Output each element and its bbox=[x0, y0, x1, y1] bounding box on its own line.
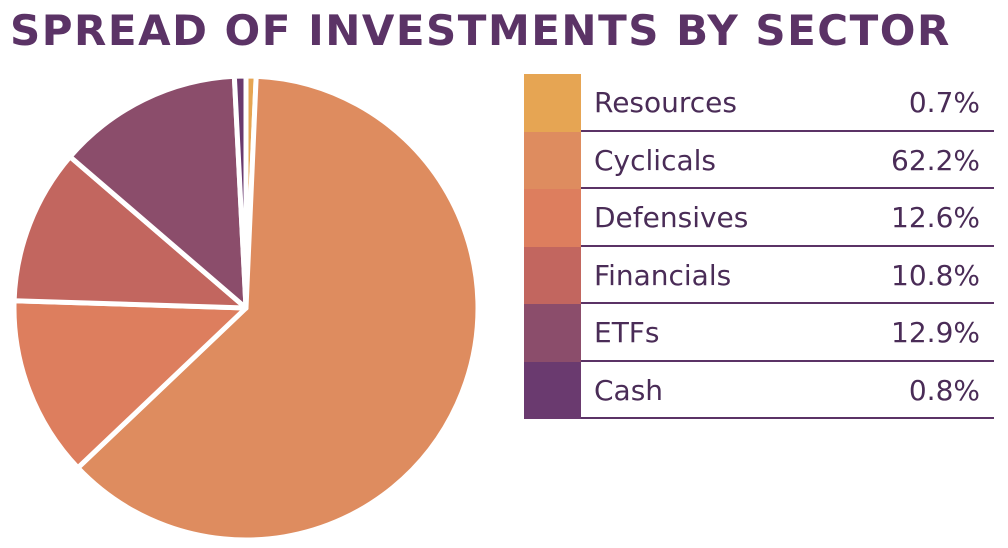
legend-divider bbox=[581, 302, 994, 304]
legend-swatch-financials bbox=[524, 246, 581, 304]
legend-swatch-defensives bbox=[524, 189, 581, 247]
legend-label-cyclicals: Cyclicals bbox=[594, 143, 716, 177]
legend: Resources 0.7% Cyclicals 62.2% Defensive… bbox=[524, 74, 994, 419]
pie-chart bbox=[11, 73, 481, 543]
legend-value-cash: 0.8% bbox=[908, 373, 980, 407]
pie-slice-etfs bbox=[67, 73, 249, 311]
legend-label-financials: Financials bbox=[594, 258, 732, 292]
legend-row-financials: Financials 10.8% bbox=[524, 246, 994, 304]
legend-value-defensives: 12.6% bbox=[891, 201, 980, 234]
chart-title: SPREAD OF INVESTMENTS BY SECTOR bbox=[10, 6, 951, 55]
legend-row-cash: Cash 0.8% bbox=[524, 361, 994, 419]
legend-label-resources: Resources bbox=[594, 86, 737, 119]
legend-swatch-etfs bbox=[524, 304, 581, 362]
legend-label-defensives: Defensives bbox=[594, 201, 749, 234]
legend-divider bbox=[581, 187, 994, 189]
legend-divider bbox=[581, 129, 994, 132]
legend-divider bbox=[581, 244, 994, 247]
pie-slice-financials bbox=[11, 154, 249, 311]
legend-row-defensives: Defensives 12.6% bbox=[524, 189, 994, 247]
legend-divider bbox=[581, 417, 994, 419]
legend-row-etfs: ETFs 12.9% bbox=[524, 304, 994, 362]
legend-swatch-cyclicals bbox=[524, 131, 581, 189]
pie-slice-cash bbox=[231, 73, 249, 311]
legend-swatch-cash bbox=[524, 361, 581, 419]
legend-label-etfs: ETFs bbox=[594, 316, 660, 349]
legend-value-resources: 0.7% bbox=[908, 86, 980, 119]
legend-value-etfs: 12.9% bbox=[891, 316, 980, 349]
legend-divider bbox=[581, 359, 994, 362]
pie-slice-cyclicals bbox=[75, 73, 481, 543]
legend-value-financials: 10.8% bbox=[891, 258, 980, 292]
pie-slice-defensives bbox=[11, 298, 249, 471]
legend-value-cyclicals: 62.2% bbox=[891, 143, 980, 177]
legend-row-resources: Resources 0.7% bbox=[524, 74, 994, 132]
legend-swatch-resources bbox=[524, 74, 581, 132]
legend-row-cyclicals: Cyclicals 62.2% bbox=[524, 131, 994, 189]
legend-label-cash: Cash bbox=[594, 373, 664, 407]
